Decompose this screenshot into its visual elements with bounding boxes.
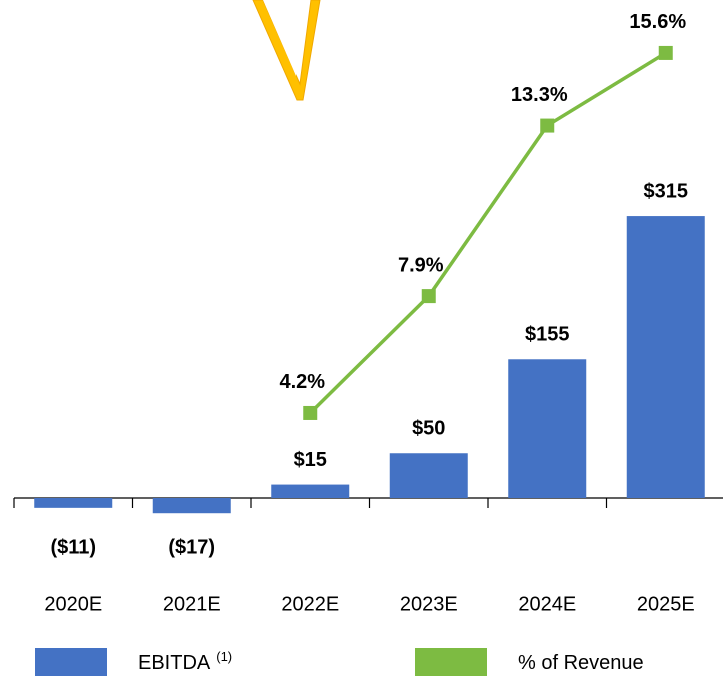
legend-label: % of Revenue xyxy=(518,652,644,674)
decoration xyxy=(252,0,321,101)
x-tick-label: 2021E xyxy=(163,593,221,615)
data-label: 13.3% xyxy=(511,84,568,106)
bar xyxy=(508,359,587,498)
x-tick-label: 2024E xyxy=(518,593,576,615)
line-marker xyxy=(303,405,318,420)
data-label: 7.9% xyxy=(398,254,444,276)
data-label: ($11) xyxy=(50,536,96,558)
line-marker xyxy=(658,45,673,60)
line xyxy=(309,51,667,415)
bar xyxy=(152,498,231,514)
legend-label: EBITDA (1) xyxy=(138,649,232,674)
line-marker xyxy=(540,118,555,133)
bar xyxy=(34,498,113,508)
x-tick-label: 2023E xyxy=(400,593,458,615)
data-label: $50 xyxy=(412,418,445,440)
legend-swatch xyxy=(35,648,107,676)
legend-name: EBITDA xyxy=(138,652,211,674)
bar xyxy=(271,484,350,498)
bar xyxy=(626,216,705,498)
x-tick-label: 2022E xyxy=(281,593,339,615)
data-label: $155 xyxy=(525,324,570,346)
x-tick-label: 2025E xyxy=(637,593,695,615)
legend-swatch xyxy=(415,648,487,676)
data-label: $15 xyxy=(294,449,327,471)
legend-name: % of Revenue xyxy=(518,652,644,674)
data-label: ($17) xyxy=(168,536,215,558)
x-tick-label: 2020E xyxy=(44,593,102,615)
data-label: $315 xyxy=(644,180,689,202)
legend-note: (1) xyxy=(216,649,232,664)
data-label: 4.2% xyxy=(279,371,325,393)
bar xyxy=(389,453,468,498)
line-marker xyxy=(421,289,436,304)
data-label: 15.6% xyxy=(629,11,686,33)
